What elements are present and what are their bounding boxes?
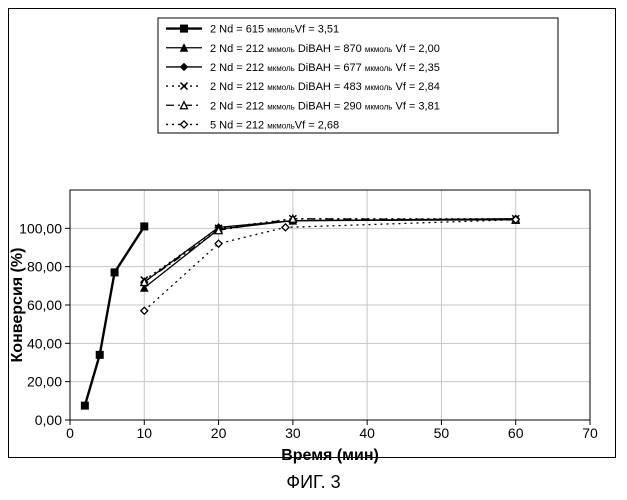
svg-text:10: 10 [136,425,152,441]
svg-text:70: 70 [582,425,598,441]
figure-caption: ФИГ. 3 [0,472,627,493]
svg-text:0,00: 0,00 [35,412,62,428]
svg-text:80,00: 80,00 [27,259,62,275]
svg-text:5 Nd = 212 мкмольVf = 2,68: 5 Nd = 212 мкмольVf = 2,68 [210,119,339,131]
svg-text:40,00: 40,00 [27,335,62,351]
svg-text:2 Nd = 615 мкмольVf = 3,51: 2 Nd = 615 мкмольVf = 3,51 [210,24,339,36]
svg-text:Время (мин): Время (мин) [281,447,379,464]
svg-text:40: 40 [359,425,375,441]
svg-text:20: 20 [211,425,227,441]
svg-text:60: 60 [508,425,524,441]
svg-text:20,00: 20,00 [27,374,62,390]
svg-text:0: 0 [66,425,74,441]
svg-text:2 Nd = 212 мкмоль DiBAH = 483: 2 Nd = 212 мкмоль DiBAH = 483 мкмоль Vf … [210,81,440,93]
svg-text:60,00: 60,00 [27,297,62,313]
svg-text:30: 30 [285,425,301,441]
svg-text:2 Nd = 212 мкмоль DiBAH = 870: 2 Nd = 212 мкмоль DiBAH = 870 мкмоль Vf … [210,43,440,55]
svg-text:2 Nd = 212 мкмоль DiBAH = 290: 2 Nd = 212 мкмоль DiBAH = 290 мкмоль Vf … [210,100,440,112]
chart-svg: 0 10 20 30 40 50 60 70 0,00 20,00 40,00 60,00 80,00 1… [0,0,627,500]
svg-text:2 Nd = 212 мкмоль DiBAH = 677: 2 Nd = 212 мкмоль DiBAH = 677 мкмоль Vf … [210,62,440,74]
svg-text:50: 50 [434,425,450,441]
svg-text:Конверсия (%): Конверсия (%) [9,248,26,363]
svg-text:100,00: 100,00 [19,220,62,236]
